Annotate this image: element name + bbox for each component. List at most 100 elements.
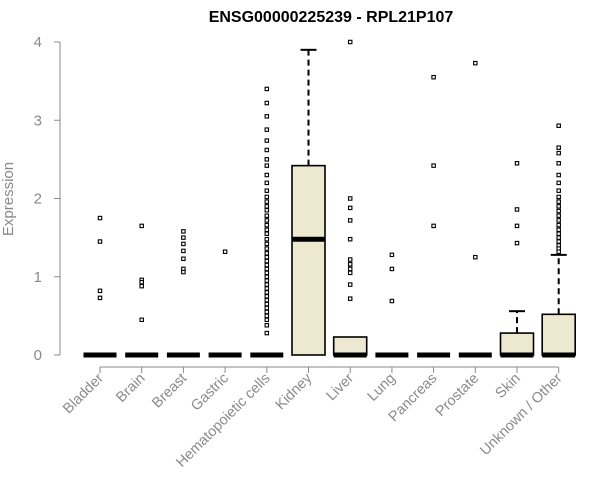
chart-title: ENSG00000225239 - RPL21P107 (209, 9, 454, 26)
outlier-point (347, 270, 353, 276)
outlier-point (389, 252, 395, 258)
outlier-point (264, 270, 270, 276)
outlier-point (264, 147, 270, 153)
box-group-skin (499, 161, 535, 358)
outlier-point (556, 199, 561, 204)
outlier-point (264, 163, 270, 168)
y-tick-label: 3 (34, 112, 42, 129)
outlier-point (514, 161, 520, 166)
outlier-point (347, 196, 353, 201)
outlier-point (347, 205, 353, 211)
x-tick-label: Kidney (273, 370, 316, 413)
outlier-point (139, 317, 144, 323)
outlier-point (264, 100, 270, 106)
outlier-point (264, 207, 270, 213)
outlier-point (264, 309, 270, 315)
outlier-point (514, 207, 520, 212)
x-tick-label: Breast (149, 371, 190, 412)
outlier-point (431, 223, 436, 229)
outlier-point (556, 123, 561, 128)
outlier-point (264, 294, 270, 299)
outlier-point (97, 239, 103, 244)
outlier-point (264, 323, 270, 328)
outlier-point (222, 249, 228, 254)
outlier-point (389, 266, 395, 272)
box-group-breast (166, 229, 200, 358)
outlier-point (264, 86, 270, 92)
outlier-point (181, 229, 186, 234)
outlier-point (347, 296, 353, 301)
outlier-point (264, 278, 270, 283)
box-group-liver (332, 39, 368, 358)
outlier-point (264, 251, 270, 256)
outlier-point (264, 204, 270, 209)
outlier-point (347, 236, 353, 242)
outlier-point (264, 254, 270, 260)
outlier-point (264, 236, 270, 242)
box (541, 313, 577, 356)
outlier-point (347, 218, 353, 223)
outlier-point (264, 262, 270, 268)
plot-area (83, 39, 577, 358)
outlier-point (264, 274, 270, 279)
outlier-point (556, 249, 561, 254)
outlier-point (97, 295, 103, 301)
box-group-bladder (83, 215, 117, 358)
outlier-point (264, 138, 270, 143)
outlier-point (264, 241, 270, 247)
x-tick-label: Brain (113, 371, 148, 406)
outlier-point (264, 246, 270, 251)
outlier-point (556, 150, 561, 156)
outlier-point (264, 330, 270, 336)
y-tick-label: 4 (34, 34, 42, 51)
box (499, 332, 535, 356)
outlier-point (264, 172, 270, 178)
outlier-point (264, 227, 270, 233)
x-tick-label: Skin (493, 371, 524, 402)
outlier-point (181, 269, 186, 275)
outlier-point (347, 39, 353, 45)
outlier-point (556, 204, 561, 209)
outlier-point (556, 222, 561, 228)
outlier-point (514, 223, 520, 229)
outlier-point (181, 235, 186, 240)
outlier-point (181, 248, 186, 254)
y-axis-label: Expression (0, 162, 17, 236)
outlier-point (264, 313, 270, 319)
outlier-point (264, 266, 270, 272)
outlier-point (556, 239, 561, 244)
outlier-point (556, 208, 561, 214)
outlier-point (473, 254, 478, 260)
outlier-point (264, 290, 270, 295)
outlier-point (431, 74, 436, 80)
outlier-point (264, 199, 270, 204)
outlier-point (97, 215, 103, 221)
outlier-point (139, 279, 144, 285)
outlier-point (264, 297, 270, 303)
x-tick-label: Bladder (60, 370, 107, 417)
box-group-lung (375, 252, 409, 358)
outlier-point (556, 231, 561, 236)
outlier-point (264, 188, 270, 193)
box (332, 336, 368, 356)
outlier-point (264, 127, 270, 132)
box (291, 164, 326, 356)
box-group-hematopoietic-cells (250, 86, 284, 358)
outlier-point (389, 298, 395, 304)
y-tick-label: 1 (34, 269, 42, 286)
outlier-point (556, 194, 561, 200)
outlier-point (347, 257, 353, 262)
outlier-point (556, 218, 561, 223)
outlier-point (264, 114, 270, 119)
y-tick-label: 2 (34, 191, 42, 208)
outlier-point (556, 180, 561, 186)
box-group-unknown-other (541, 123, 577, 358)
outlier-point (556, 172, 561, 178)
outlier-point (264, 157, 270, 162)
box-group-kidney (291, 48, 326, 356)
outlier-point (264, 180, 270, 186)
outlier-point (264, 222, 270, 228)
box-group-pancreas (417, 74, 451, 358)
